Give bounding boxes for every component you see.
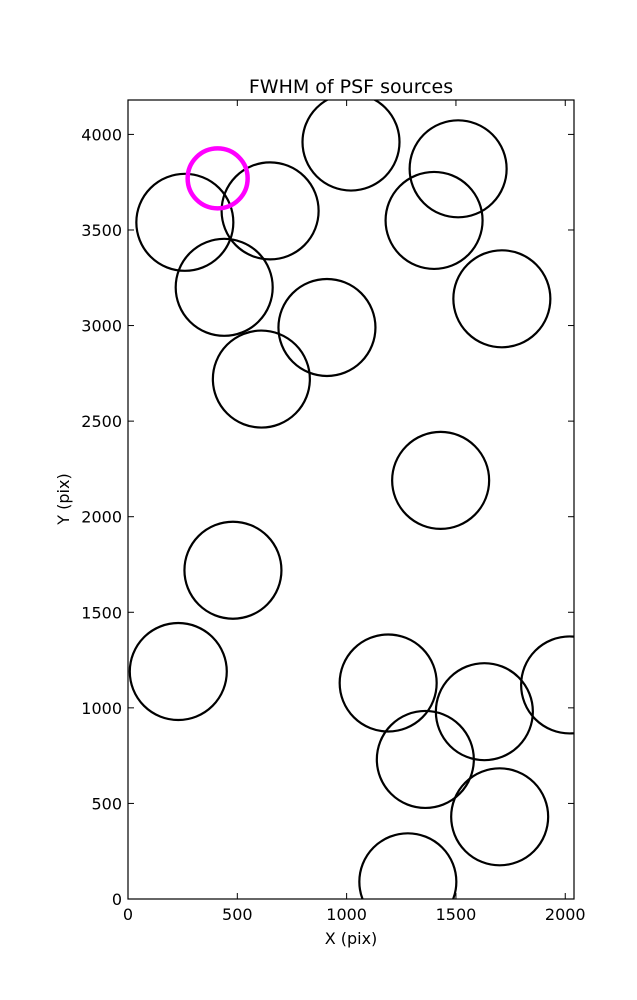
y-axis: 0 500 1000 1500 2000 2500 3000 3500 4000 xyxy=(81,125,574,909)
y-tick-label: 1000 xyxy=(81,699,122,718)
y-axis-label: Y (pix) xyxy=(54,473,73,525)
highlighted-source-marker xyxy=(185,146,250,211)
psf-source-marker xyxy=(128,621,228,722)
y-tick-label: 2000 xyxy=(81,508,122,527)
psf-source-marker xyxy=(338,633,438,733)
psf-source-marker xyxy=(408,119,508,219)
x-tick-label: 1500 xyxy=(436,905,477,924)
psf-source-marker xyxy=(384,170,484,271)
psf-source-marker xyxy=(301,100,401,192)
psf-source-marker xyxy=(391,430,491,530)
psf-source-marker xyxy=(434,662,534,762)
y-tick-label: 500 xyxy=(91,794,122,813)
data-markers xyxy=(128,100,574,899)
y-tick-label: 0 xyxy=(112,890,122,909)
psf-source-marker xyxy=(183,520,283,620)
psf-source-marker xyxy=(520,635,574,735)
plot-frame xyxy=(127,99,575,900)
y-tick-label: 1500 xyxy=(81,603,122,622)
y-tick-label: 3000 xyxy=(81,317,122,336)
x-tick-label: 2000 xyxy=(545,905,586,924)
psf-source-marker xyxy=(220,161,320,261)
y-tick-label: 4000 xyxy=(81,125,122,144)
psf-source-marker xyxy=(174,237,274,337)
psf-source-marker xyxy=(375,709,475,810)
psf-source-marker xyxy=(450,767,550,867)
chart-title: FWHM of PSF sources xyxy=(249,76,453,98)
x-tick-label: 500 xyxy=(222,905,253,924)
psf-source-marker xyxy=(358,832,458,899)
x-tick-label: 0 xyxy=(123,905,133,924)
y-tick-label: 3500 xyxy=(81,221,122,240)
psf-source-marker xyxy=(135,172,235,272)
x-tick-label: 1000 xyxy=(326,905,367,924)
psf-source-marker xyxy=(277,277,377,378)
psf-source-marker xyxy=(452,249,552,349)
psf-source-marker xyxy=(211,329,311,429)
x-axis: 0 500 1000 1500 2000 xyxy=(123,100,586,924)
y-tick-label: 2500 xyxy=(81,412,122,431)
x-axis-label: X (pix) xyxy=(325,929,378,948)
